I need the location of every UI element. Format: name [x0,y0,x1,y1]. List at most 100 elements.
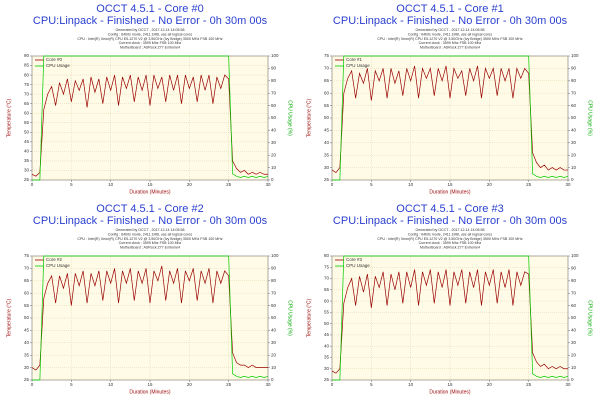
y2-tick-label: 100 [571,253,579,258]
y-tick-label: 40 [24,149,30,154]
y-tick-label: 90 [24,53,30,58]
legend-label: CPU Usage [46,63,70,68]
y-tick-label: 55 [324,103,330,108]
info-line: CPU : Intel(R) Xeon(R) CPU E5-1270 V2 @ … [77,37,222,41]
chart-title: OCCT 4.5.1 - Core #3 [396,203,503,215]
y-tick-label: 65 [324,287,330,292]
y-tick-label: 40 [24,340,30,345]
y-tick-label: 70 [24,266,30,271]
info-line: Current clock : 3599 Mhz FSB 100 Mhz [419,41,482,45]
x-tick-label: 30 [565,382,571,387]
y2-tick-label: 10 [271,365,277,370]
y2-tick-label: 50 [271,115,277,120]
info-line: CPU : Intel(R) Xeon(R) CPU E5-1270 V2 @ … [77,237,222,241]
info-line: CPU : Intel(R) Xeon(R) CPU E5-1270 V2 @ … [377,37,522,41]
y2-tick-label: 80 [271,78,277,83]
info-line: Current clock : 3599 Mhz FSB 100 Mhz [419,241,482,245]
x-tick-label: 30 [265,182,271,187]
x-tick-label: 15 [447,382,453,387]
x-tick-label: 0 [331,382,334,387]
y-tick-label: 50 [24,315,30,320]
y2-tick-label: 70 [571,90,577,95]
y2-tick-label: 40 [271,128,277,133]
y2-tick-label: 90 [271,266,277,271]
y-tick-label: 25 [24,377,30,382]
info-line: MotherBoard : ASRock Z77 Extreme4 [420,246,480,250]
y2-tick-label: 80 [271,278,277,283]
series-line [31,74,268,177]
x-tick-label: 25 [526,182,532,187]
y2-tick-label: 40 [271,328,277,333]
y-tick-label: 25 [324,377,330,382]
info-line: Generated by OCCT - 2017.12.14 14:05:58 [415,228,484,232]
y2-tick-label: 20 [271,352,277,357]
y-tick-label: 40 [324,140,330,145]
chart-subtitle: CPU:Linpack - Finished - No Error - 0h 3… [33,215,268,227]
y-tick-label: 30 [324,366,330,371]
y2-tick-label: 80 [571,278,577,283]
x-tick-label: 5 [370,382,373,387]
y-tick-label: 35 [24,352,30,357]
y2-tick-label: 10 [571,365,577,370]
series-line [32,55,269,181]
x-axis-label: Duration (Minutes) [129,189,170,195]
x-tick-label: 10 [108,182,114,187]
y-tick-label: 30 [24,168,30,173]
chart-subtitle: CPU:Linpack - Finished - No Error - 0h 3… [333,15,568,27]
y-tick-label: 60 [24,290,30,295]
y-tick-label: 60 [324,298,330,303]
y2-axis-label: CPU Usage (%) [587,300,593,336]
y-tick-label: 45 [24,328,30,333]
y2-tick-label: 30 [571,140,577,145]
x-tick-label: 5 [370,182,373,187]
x-tick-label: 10 [408,182,414,187]
y2-tick-label: 60 [571,103,577,108]
y2-tick-label: 50 [571,315,577,320]
chart-title: OCCT 4.5.1 - Core #1 [396,3,503,15]
y2-tick-label: 70 [571,290,577,295]
info-line: Config : 64bits mode, 2411.1MB, use all … [408,32,493,36]
x-tick-label: 30 [565,182,571,187]
y-tick-label: 65 [324,78,330,83]
x-tick-label: 15 [147,382,153,387]
y-tick-label: 60 [324,90,330,95]
y-tick-label: 25 [324,177,330,182]
legend-label: Core #3 [346,257,363,262]
legend-label: CPU Usage [46,263,70,268]
chart-title: OCCT 4.5.1 - Core #0 [96,3,203,15]
y2-tick-label: 70 [271,290,277,295]
series-line [332,255,569,381]
x-tick-label: 5 [70,382,73,387]
y-tick-label: 75 [324,264,330,269]
legend-label: Core #0 [46,57,63,62]
y-tick-label: 50 [24,129,30,134]
y2-tick-label: 0 [571,177,574,182]
y-tick-label: 75 [24,82,30,87]
x-tick-label: 20 [187,182,193,187]
x-tick-label: 0 [31,182,34,187]
info-line: Current clock : 3599 Mhz FSB 100 Mhz [119,41,182,45]
y2-tick-label: 60 [571,303,577,308]
y2-tick-label: 40 [571,128,577,133]
chart-title: OCCT 4.5.1 - Core #2 [96,203,203,215]
x-tick-label: 20 [187,382,193,387]
y2-tick-label: 60 [271,103,277,108]
x-tick-label: 10 [408,382,414,387]
y-tick-label: 60 [24,110,30,115]
y2-tick-label: 60 [271,303,277,308]
x-tick-label: 15 [147,182,153,187]
y-axis-label: Temperature (°C) [6,98,12,137]
y2-tick-label: 50 [271,315,277,320]
y2-tick-label: 10 [571,165,577,170]
info-line: Generated by OCCT - 2017.12.14 14:05:58 [115,228,184,232]
y2-axis-label: CPU Usage (%) [587,100,593,136]
y-tick-label: 35 [324,355,330,360]
y-tick-label: 50 [324,321,330,326]
y2-tick-label: 40 [571,328,577,333]
y-tick-label: 30 [324,165,330,170]
y2-tick-label: 30 [271,340,277,345]
